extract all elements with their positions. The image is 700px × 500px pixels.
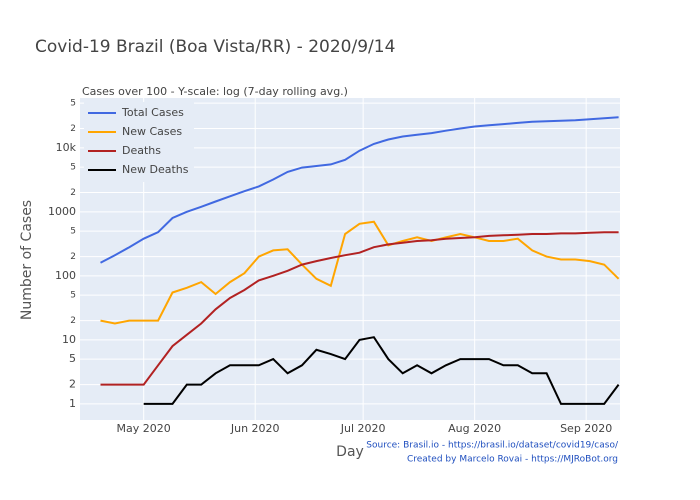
y-tick-label: 5 — [70, 99, 76, 109]
y-tick-label: 2 — [70, 124, 76, 134]
y-tick-label: 5 — [69, 352, 76, 365]
series-line — [100, 231, 619, 386]
series-line — [143, 336, 620, 405]
y-tick-label: 2 — [70, 188, 76, 198]
x-tick-label: Jul 2020 — [340, 422, 386, 435]
y-tick-label: 2 — [69, 378, 76, 391]
series-line — [100, 116, 619, 264]
series-line — [100, 220, 620, 325]
y-tick-label: 5 — [70, 291, 76, 301]
legend-label: Total Cases — [121, 106, 184, 119]
y-tick-label: 2 — [70, 316, 76, 326]
y-tick-label: 2 — [70, 252, 76, 262]
x-tick-label: Sep 2020 — [560, 422, 612, 435]
y-axis-label: Number of Cases — [19, 200, 35, 320]
y-tick-label: 5 — [70, 163, 76, 173]
y-tick-label: 1000 — [48, 205, 76, 218]
y-tick-label: 1 — [69, 397, 76, 410]
legend-label: New Cases — [122, 125, 182, 138]
y-tick-label: 100 — [55, 269, 76, 282]
chart-title: Covid-19 Brazil (Boa Vista/RR) - 2020/9/… — [35, 37, 395, 57]
x-tick-label: Jun 2020 — [230, 422, 280, 435]
x-axis-label: Day — [336, 444, 364, 460]
chart-subtitle: Cases over 100 - Y-scale: log (7-day rol… — [82, 85, 348, 98]
legend-label: New Deaths — [122, 163, 189, 176]
y-tick-label: 10k — [56, 141, 77, 154]
legend-box — [84, 102, 194, 182]
legend-label: Deaths — [122, 144, 161, 157]
x-tick-label: Aug 2020 — [448, 422, 501, 435]
source-note: Source: Brasil.io - https://brasil.io/da… — [366, 441, 619, 451]
x-tick-label: May 2020 — [117, 422, 171, 435]
y-tick-label: 5 — [70, 227, 76, 237]
y-tick-label: 10 — [62, 333, 76, 346]
credit-note: Created by Marcelo Rovai - https://MJRoB… — [407, 455, 618, 465]
